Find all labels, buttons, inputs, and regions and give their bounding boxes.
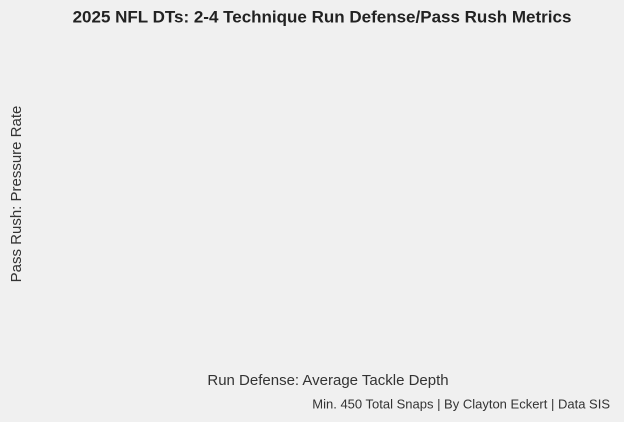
y-axis-title: Pass Rush: Pressure Rate <box>8 106 25 283</box>
x-axis-title: Run Defense: Average Tackle Depth <box>207 372 448 389</box>
caption: Min. 450 Total Snaps | By Clayton Eckert… <box>312 396 610 411</box>
chart-title: 2025 NFL DTs: 2-4 Technique Run Defense/… <box>73 7 572 26</box>
